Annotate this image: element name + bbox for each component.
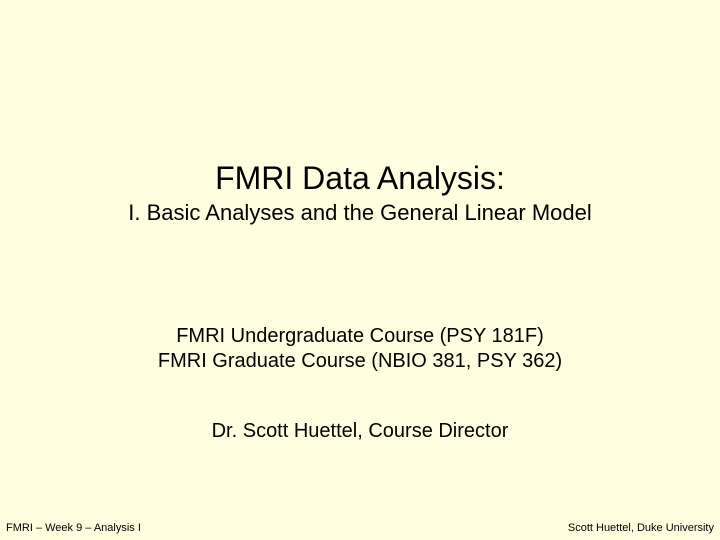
footer-left: FMRI – Week 9 – Analysis I <box>6 522 141 534</box>
footer-right: Scott Huettel, Duke University <box>568 522 714 534</box>
slide-subtitle: I. Basic Analyses and the General Linear… <box>0 200 720 226</box>
instructor-line: Dr. Scott Huettel, Course Director <box>0 420 720 443</box>
course-grad-line: FMRI Graduate Course (NBIO 381, PSY 362) <box>0 350 720 373</box>
slide-container: FMRI Data Analysis: I. Basic Analyses an… <box>0 0 720 540</box>
slide-title: FMRI Data Analysis: <box>0 160 720 197</box>
course-undergrad-line: FMRI Undergraduate Course (PSY 181F) <box>0 325 720 348</box>
